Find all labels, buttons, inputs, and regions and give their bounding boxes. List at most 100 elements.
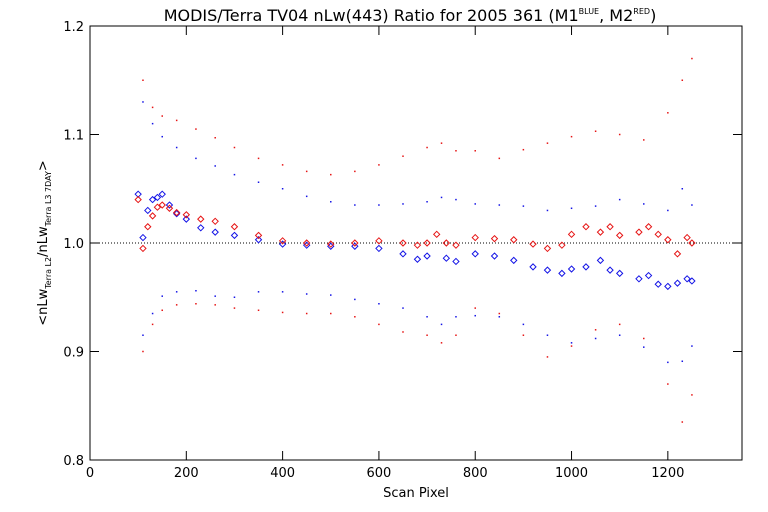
data-point — [654, 230, 662, 239]
data-point — [158, 201, 166, 209]
data-point — [153, 203, 162, 211]
series-5-red-dot — [142, 303, 693, 423]
data-point — [399, 250, 407, 258]
data-point — [257, 291, 260, 293]
data-point — [148, 195, 157, 204]
data-point — [654, 280, 662, 288]
data-point — [644, 223, 653, 231]
data-point — [142, 79, 144, 81]
data-point — [490, 234, 499, 243]
data-point — [175, 119, 178, 122]
series-4-red-dot — [142, 57, 693, 176]
data-point — [442, 239, 451, 247]
series-layer — [134, 57, 696, 423]
data-point — [594, 205, 597, 207]
data-point — [664, 236, 672, 244]
data-point — [402, 155, 404, 157]
data-point — [510, 236, 518, 244]
data-point — [354, 298, 356, 301]
data-point — [596, 256, 605, 265]
y-tick-label: 1.1 — [63, 129, 84, 144]
data-point — [165, 201, 174, 209]
data-point — [413, 241, 422, 249]
data-point — [402, 203, 404, 205]
data-point — [327, 240, 335, 248]
data-point — [522, 334, 525, 336]
data-point — [302, 239, 311, 247]
data-point — [330, 312, 332, 315]
data-point — [455, 334, 457, 336]
data-point — [667, 112, 669, 114]
data-point — [402, 307, 404, 309]
data-point — [254, 236, 263, 244]
data-point — [582, 263, 590, 271]
data-point — [618, 133, 621, 136]
y-tick-label: 1.2 — [63, 20, 84, 35]
data-point — [691, 394, 693, 396]
x-axis-label: Scan Pixel — [383, 486, 449, 501]
data-point — [440, 342, 443, 344]
data-point — [683, 275, 691, 283]
x-axis-ticks: 0 200 400 600 800 1000 1200 — [86, 26, 684, 481]
data-point — [643, 139, 645, 141]
data-point — [426, 201, 428, 203]
data-point — [594, 329, 597, 331]
data-point — [643, 337, 645, 340]
data-point — [195, 303, 197, 305]
data-point — [254, 231, 263, 240]
data-point — [498, 157, 501, 160]
data-point — [211, 217, 219, 226]
data-point — [432, 230, 441, 239]
data-point — [546, 334, 549, 336]
data-point — [214, 137, 216, 139]
data-point — [546, 142, 549, 144]
data-point — [305, 195, 308, 198]
data-point — [144, 223, 152, 231]
data-point — [582, 223, 590, 231]
data-point — [683, 233, 691, 242]
data-point — [151, 323, 154, 326]
data-point — [681, 360, 684, 363]
data-point — [667, 361, 669, 364]
data-point — [618, 334, 621, 336]
data-point — [455, 316, 457, 318]
data-point — [490, 252, 499, 260]
data-point — [175, 304, 178, 306]
data-point — [214, 304, 216, 306]
x-tick-label: 200 — [174, 466, 199, 481]
data-point — [257, 181, 260, 183]
data-point — [172, 208, 181, 217]
data-point — [546, 356, 549, 358]
x-tick-label: 0 — [86, 466, 94, 481]
y-tick-label: 1.0 — [63, 237, 84, 252]
data-point — [474, 314, 476, 317]
data-point — [644, 271, 653, 280]
data-point — [442, 254, 451, 262]
data-point — [142, 101, 144, 103]
data-point — [161, 295, 163, 297]
data-point — [281, 291, 284, 293]
data-point — [233, 173, 236, 176]
data-point — [558, 269, 566, 278]
data-point — [375, 244, 383, 253]
data-point — [230, 231, 239, 240]
data-point — [522, 148, 525, 151]
data-point — [570, 207, 573, 210]
series-1-red-diamond — [134, 195, 696, 258]
data-point — [688, 277, 696, 285]
data-point — [498, 316, 501, 318]
data-point — [426, 334, 428, 336]
data-point — [165, 204, 174, 212]
data-point — [618, 198, 621, 201]
data-point — [681, 421, 684, 423]
data-point — [278, 240, 287, 248]
data-point — [426, 146, 428, 149]
data-point — [158, 190, 166, 198]
data-point — [673, 279, 682, 287]
data-point — [230, 223, 239, 231]
chart-title: MODIS/Terra TV04 nLw(443) Ratio for 2005… — [164, 6, 657, 25]
plot-area: 0 200 400 600 800 1000 1200 0.8 0.9 1.0 1.1 1.2 — [63, 20, 743, 481]
data-point — [529, 240, 537, 248]
data-point — [151, 106, 154, 109]
